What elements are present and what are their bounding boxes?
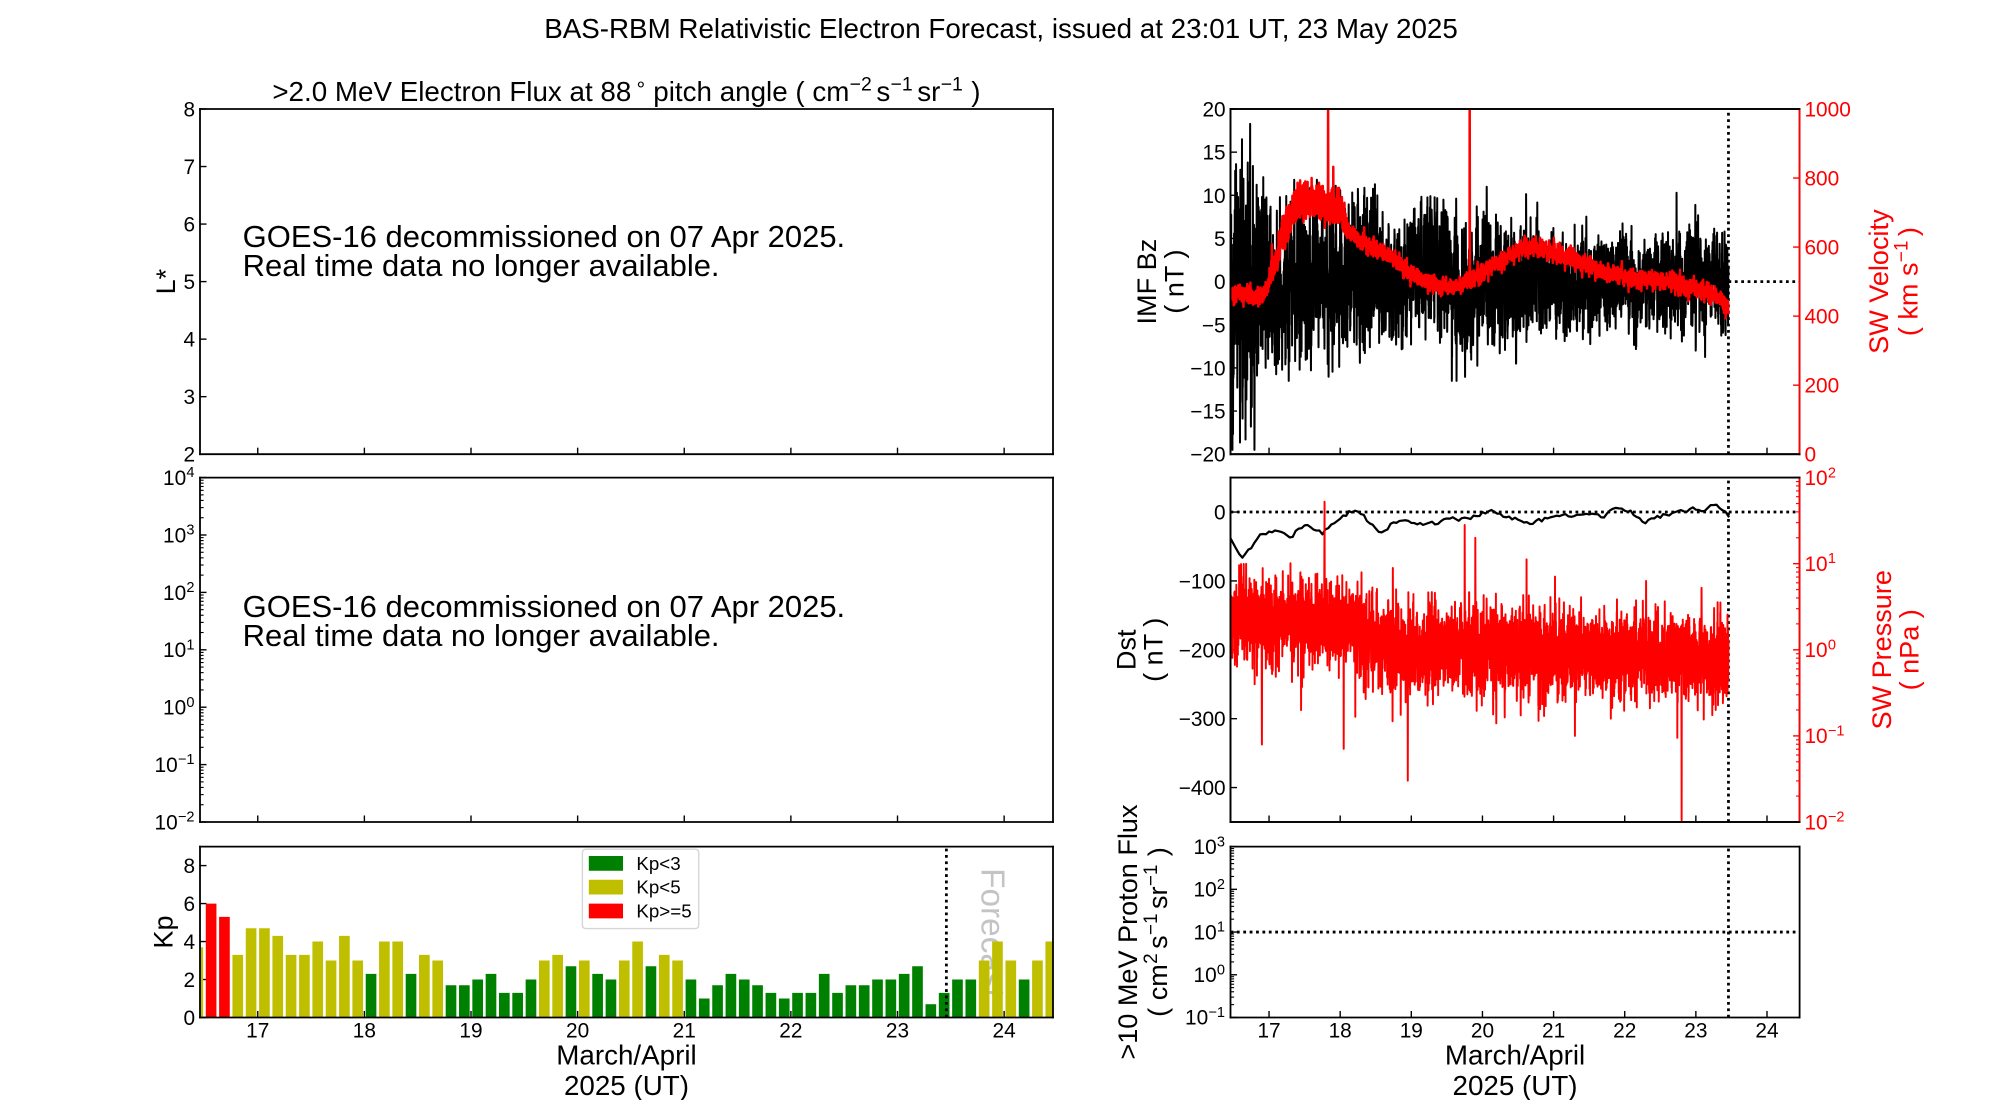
- svg-text:600: 600: [1804, 237, 1839, 260]
- svg-text:Kp<3: Kp<3: [636, 853, 680, 874]
- svg-text:−300: −300: [1179, 708, 1226, 731]
- svg-text:2025 (UT): 2025 (UT): [1453, 1070, 1578, 1100]
- svg-text:−20: −20: [1190, 444, 1225, 467]
- svg-text:Dst: Dst: [1110, 629, 1141, 670]
- svg-text:1 0 0: 1 0 0: [1194, 962, 1225, 987]
- svg-text:1 0 2: 1 0 2: [1804, 465, 1835, 490]
- svg-text:5: 5: [184, 271, 196, 294]
- svg-text:6: 6: [184, 893, 196, 916]
- svg-text:1 0 −: 1 0 − 2: [155, 802, 195, 835]
- svg-text:1000: 1000: [1804, 99, 1850, 122]
- svg-text:22: 22: [1613, 1019, 1636, 1042]
- svg-text:Kp: Kp: [147, 915, 178, 948]
- svg-text:19: 19: [459, 1019, 482, 1042]
- svg-text:( nT ): ( nT ): [1138, 618, 1169, 682]
- svg-text:( c m: ( c m s s r ) 2 − 1 − 1: [1137, 841, 1173, 1017]
- svg-text:1 0 3: 1 0 3: [1194, 834, 1225, 859]
- svg-text:BAS-RBM Relativistic Electron: BAS-RBM Relativistic Electron Forecast, …: [544, 13, 1458, 44]
- svg-text:5: 5: [1214, 228, 1226, 251]
- svg-text:4: 4: [184, 931, 196, 954]
- svg-text:21: 21: [673, 1019, 696, 1042]
- svg-text:1 0 −: 1 0 − 1: [1804, 715, 1844, 748]
- svg-text:GOES-16 decommissioned on 07 A: GOES-16 decommissioned on 07 Apr 2025.: [243, 589, 846, 624]
- svg-text:21: 21: [1542, 1019, 1565, 1042]
- svg-text:>10 MeV Proton Flux: >10 MeV Proton Flux: [1112, 804, 1143, 1060]
- svg-text:1 0 0: 1 0 0: [1804, 637, 1835, 662]
- svg-text:March/April: March/April: [556, 1040, 696, 1071]
- svg-text:0: 0: [184, 1007, 196, 1030]
- svg-text:( nT ): ( nT ): [1158, 250, 1189, 314]
- svg-text:−200: −200: [1179, 639, 1226, 662]
- svg-text:22: 22: [779, 1019, 802, 1042]
- svg-text:1 0 2: 1 0 2: [1194, 877, 1225, 902]
- svg-text:1 0 1: 1 0 1: [1194, 919, 1225, 944]
- svg-text:IMF Bz: IMF Bz: [1131, 239, 1162, 325]
- svg-text:8: 8: [184, 855, 196, 878]
- svg-text:2025 (UT): 2025 (UT): [564, 1070, 689, 1100]
- svg-text:6: 6: [184, 214, 196, 237]
- svg-text:1 0 0: 1 0 0: [163, 695, 194, 720]
- svg-text:1 0 3: 1 0 3: [163, 522, 194, 547]
- svg-text:0: 0: [1214, 502, 1226, 525]
- svg-text:−400: −400: [1179, 777, 1226, 800]
- svg-text:24: 24: [993, 1019, 1016, 1042]
- svg-text:L*: L*: [150, 268, 181, 294]
- svg-text:20: 20: [566, 1019, 589, 1042]
- svg-text:March/April: March/April: [1445, 1040, 1585, 1071]
- svg-text:Kp<5: Kp<5: [636, 877, 680, 898]
- svg-text:18: 18: [1329, 1019, 1352, 1042]
- svg-text:23: 23: [886, 1019, 909, 1042]
- svg-text:Real time data no longer avail: Real time data no longer available.: [243, 618, 720, 653]
- svg-text:1 0 1: 1 0 1: [1804, 551, 1835, 576]
- svg-text:1 0 2: 1 0 2: [163, 580, 194, 605]
- svg-text:SW Velocity: SW Velocity: [1863, 209, 1894, 354]
- svg-text:17: 17: [246, 1019, 269, 1042]
- svg-text:Real time data no longer avail: Real time data no longer available.: [243, 248, 720, 283]
- svg-text:400: 400: [1804, 306, 1839, 329]
- svg-text:23: 23: [1684, 1019, 1707, 1042]
- svg-text:200: 200: [1804, 375, 1839, 398]
- svg-text:−100: −100: [1179, 570, 1226, 593]
- svg-text:20: 20: [1471, 1019, 1494, 1042]
- svg-text:1 0 4: 1 0 4: [163, 465, 194, 490]
- svg-text:( nPa ): ( nPa ): [1893, 609, 1924, 690]
- svg-text:800: 800: [1804, 168, 1839, 191]
- svg-text:SW Pressure: SW Pressure: [1866, 570, 1897, 730]
- svg-text:> 2 . 0: > 2 . 0 M e V E l e c t r o n F l u x a …: [272, 71, 986, 107]
- svg-text:−10: −10: [1190, 357, 1225, 380]
- svg-text:1 0 1: 1 0 1: [163, 637, 194, 662]
- svg-text:1 0 −: 1 0 − 1: [155, 744, 195, 777]
- svg-text:1 0 −: 1 0 − 2: [1804, 802, 1844, 835]
- svg-text:( k m: ( k m s ) − 1: [1887, 221, 1923, 336]
- svg-text:1 0 −: 1 0 − 1: [1185, 997, 1225, 1030]
- svg-text:20: 20: [1202, 99, 1225, 122]
- svg-text:18: 18: [353, 1019, 376, 1042]
- svg-text:10: 10: [1202, 185, 1225, 208]
- svg-text:Kp>=5: Kp>=5: [636, 901, 691, 922]
- svg-text:2: 2: [184, 969, 196, 992]
- svg-text:2: 2: [184, 444, 196, 467]
- svg-text:4: 4: [184, 329, 196, 352]
- svg-text:GOES-16 decommissioned on 07 A: GOES-16 decommissioned on 07 Apr 2025.: [243, 219, 846, 254]
- svg-text:−15: −15: [1190, 401, 1225, 424]
- svg-text:7: 7: [184, 156, 196, 179]
- svg-text:0: 0: [1804, 444, 1816, 467]
- svg-text:3: 3: [184, 386, 196, 409]
- svg-text:8: 8: [184, 99, 196, 122]
- svg-text:15: 15: [1202, 142, 1225, 165]
- svg-text:24: 24: [1755, 1019, 1778, 1042]
- svg-text:17: 17: [1257, 1019, 1280, 1042]
- svg-text:19: 19: [1400, 1019, 1423, 1042]
- svg-text:0: 0: [1214, 271, 1226, 294]
- svg-text:−5: −5: [1202, 314, 1226, 337]
